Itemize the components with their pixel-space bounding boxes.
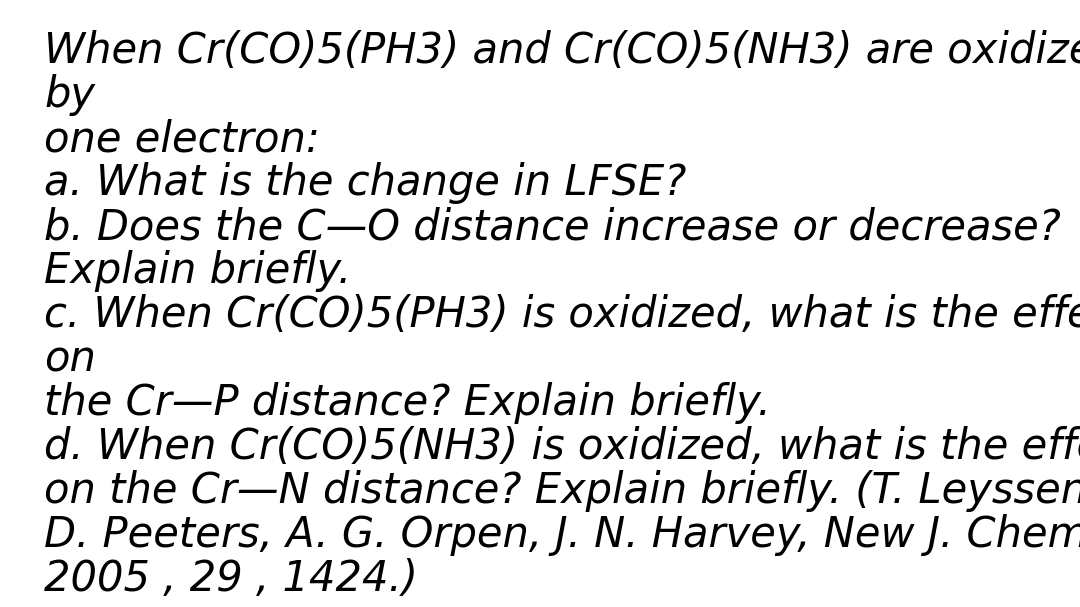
Text: c. When Cr(CO)5(PH3) is oxidized, what is the effect: c. When Cr(CO)5(PH3) is oxidized, what i… — [44, 294, 1080, 336]
Text: on the Cr—N distance? Explain briefly. (T. Leyssens,: on the Cr—N distance? Explain briefly. (… — [44, 470, 1080, 512]
Text: on: on — [44, 338, 96, 380]
Text: a. What is the change in LFSE?: a. What is the change in LFSE? — [44, 162, 687, 204]
Text: d. When Cr(CO)5(NH3) is oxidized, what is the effect: d. When Cr(CO)5(NH3) is oxidized, what i… — [44, 426, 1080, 468]
Text: Explain briefly.: Explain briefly. — [44, 250, 351, 292]
Text: 2005 , 29 , 1424.): 2005 , 29 , 1424.) — [44, 558, 418, 600]
Text: by: by — [44, 74, 95, 116]
Text: D. Peeters, A. G. Orpen, J. N. Harvey, New J. Chem. ,: D. Peeters, A. G. Orpen, J. N. Harvey, N… — [44, 514, 1080, 556]
Text: one electron:: one electron: — [44, 118, 320, 160]
Text: b. Does the C—O distance increase or decrease?: b. Does the C—O distance increase or dec… — [44, 206, 1061, 248]
Text: the Cr—P distance? Explain briefly.: the Cr—P distance? Explain briefly. — [44, 382, 771, 424]
Text: When Cr(CO)5(PH3) and Cr(CO)5(NH3) are oxidized: When Cr(CO)5(PH3) and Cr(CO)5(NH3) are o… — [44, 30, 1080, 72]
